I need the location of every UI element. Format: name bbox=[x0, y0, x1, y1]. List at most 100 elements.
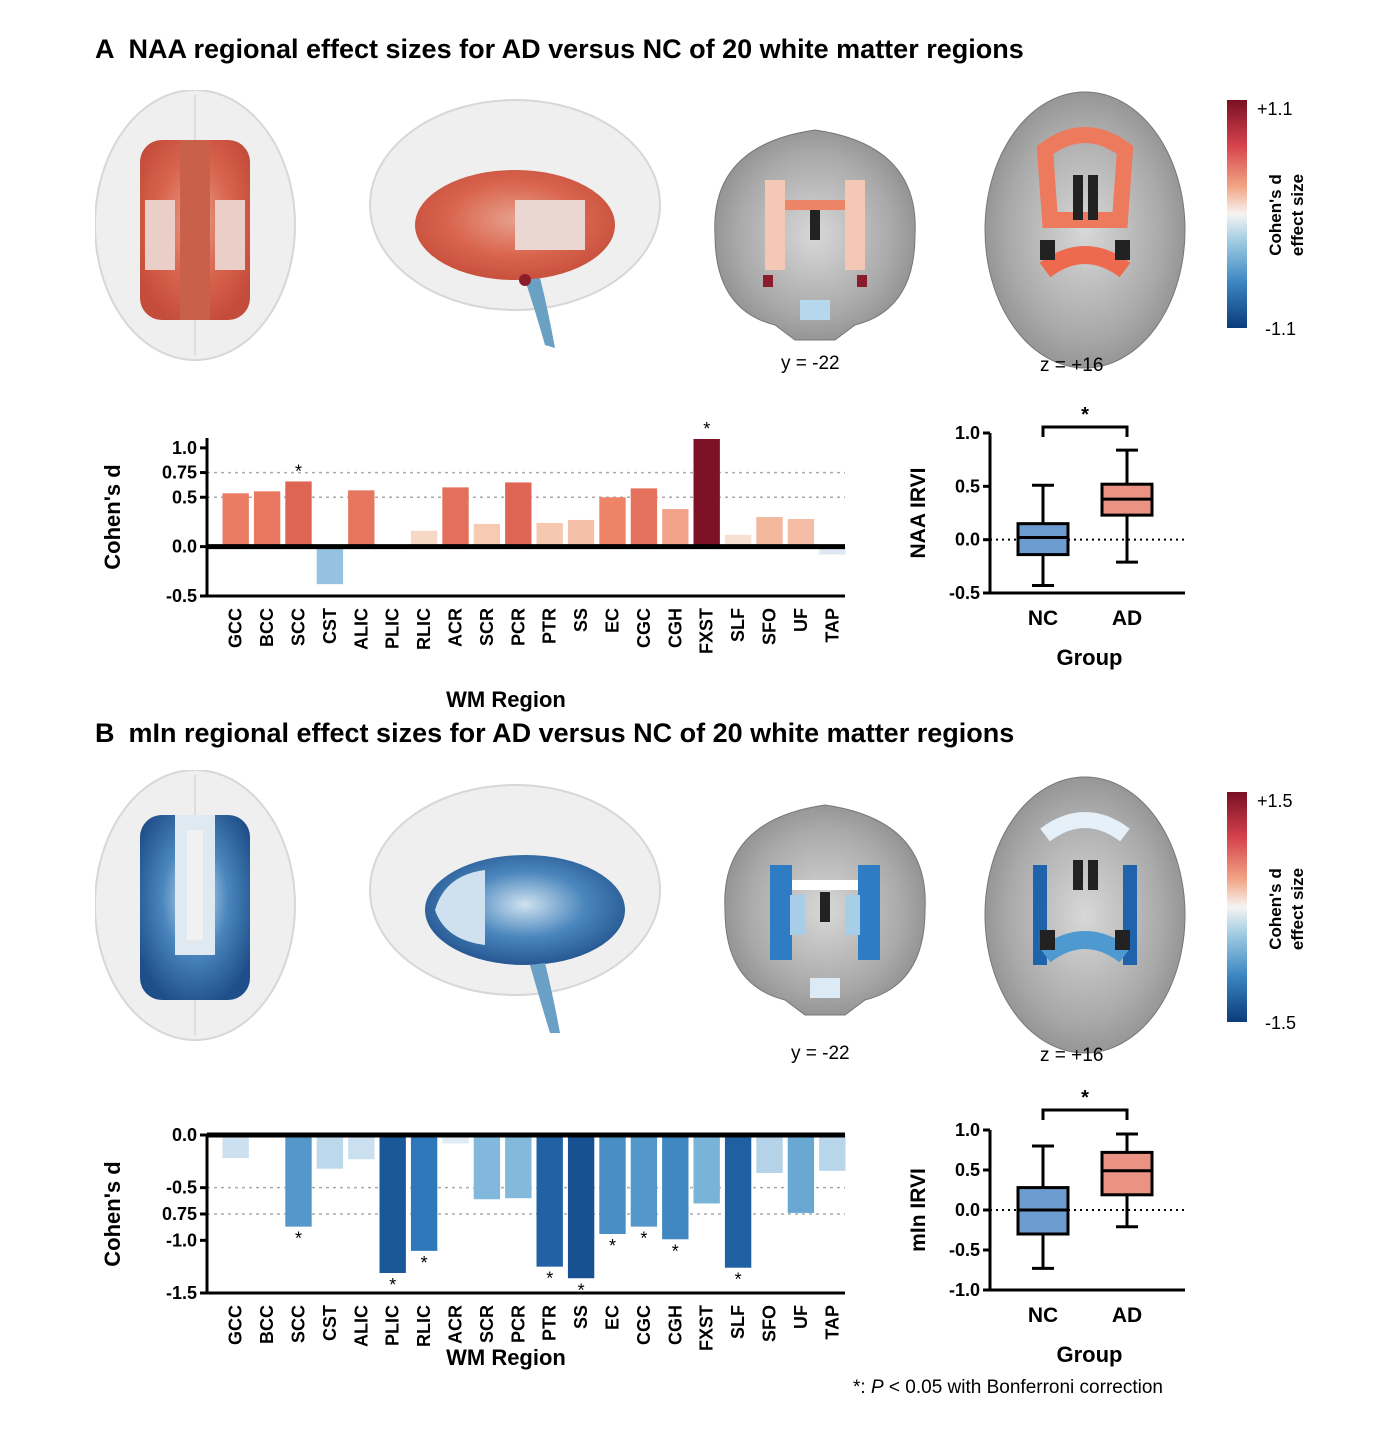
panel-b-brain-images bbox=[95, 770, 1186, 1054]
significance-star: * bbox=[389, 1275, 396, 1295]
panel-b-title-text: mIn regional effect sizes for AD versus … bbox=[128, 718, 1015, 748]
significance-bracket bbox=[1041, 1108, 1129, 1120]
y-tick-label: -0.5 bbox=[949, 583, 980, 603]
footnote-p: P bbox=[870, 1377, 884, 1398]
x-tick-SCR: SCR bbox=[477, 608, 497, 646]
x-tick-SFO: SFO bbox=[760, 1305, 780, 1342]
x-tick-NC: NC bbox=[1028, 1304, 1058, 1327]
panel-a-colorbar-max: +1.1 bbox=[1257, 99, 1293, 119]
bar-RLIC bbox=[410, 1135, 438, 1251]
x-axis-label: WM Region bbox=[446, 1345, 566, 1370]
significance-star: * bbox=[703, 419, 710, 439]
x-tick-ACR: ACR bbox=[446, 608, 466, 647]
x-tick-FXST: FXST bbox=[697, 608, 717, 654]
x-tick-NC: NC bbox=[1028, 607, 1058, 630]
bar-SCR bbox=[473, 523, 501, 547]
significance-star: * bbox=[609, 1236, 616, 1256]
significance-star: * bbox=[735, 1270, 742, 1290]
bar-EC bbox=[599, 1135, 626, 1235]
x-tick-SS: SS bbox=[571, 608, 591, 632]
panel-a-coronal-label: y = -22 bbox=[781, 353, 840, 374]
bar-CGH bbox=[662, 1135, 689, 1240]
bar-ACR bbox=[442, 487, 469, 547]
x-tick-EC: EC bbox=[603, 1305, 623, 1330]
bar-EC bbox=[599, 497, 626, 547]
x-tick-CST: CST bbox=[320, 1305, 340, 1341]
x-tick-EC: EC bbox=[603, 608, 623, 633]
panel-a-colorbar-title-2: effect size bbox=[1288, 174, 1307, 256]
panel-b-colorbar-min: -1.5 bbox=[1265, 1013, 1296, 1033]
significance-bracket bbox=[1041, 425, 1129, 437]
significance-star: * bbox=[295, 461, 302, 481]
bar-PCR bbox=[505, 482, 532, 547]
x-tick-ACR: ACR bbox=[446, 1305, 466, 1344]
bar-CST bbox=[316, 1135, 344, 1169]
x-tick-TAP: TAP bbox=[822, 1305, 842, 1340]
bar-UF bbox=[787, 1135, 815, 1213]
x-tick-SCR: SCR bbox=[477, 1305, 497, 1343]
x-tick-SLF: SLF bbox=[728, 1305, 748, 1339]
x-tick-GCC: GCC bbox=[226, 608, 246, 648]
bar-PTR bbox=[536, 1135, 563, 1267]
x-tick-SFO: SFO bbox=[760, 608, 780, 645]
bar-ACR bbox=[442, 1135, 469, 1144]
x-tick-PTR: PTR bbox=[540, 608, 560, 644]
bar-CGH bbox=[662, 509, 689, 547]
y-tick-label: 0.0 bbox=[955, 1200, 980, 1220]
panel-a-title-text: NAA regional effect sizes for AD versus … bbox=[128, 34, 1024, 64]
x-tick-SS: SS bbox=[571, 1305, 591, 1329]
x-tick-PTR: PTR bbox=[540, 1305, 560, 1341]
bar-BCC bbox=[253, 491, 281, 547]
panel-b-side-view bbox=[369, 784, 661, 1033]
panel-a-top-view bbox=[95, 90, 296, 361]
x-tick-BCC: BCC bbox=[257, 1305, 277, 1344]
panel-a-axial-label: z = +16 bbox=[1040, 355, 1104, 376]
y-axis-label: Cohen's d bbox=[100, 1161, 125, 1266]
y-tick-label: 0.0 bbox=[172, 537, 197, 557]
y-tick-label: 0.5 bbox=[955, 1160, 980, 1180]
significance-star: * bbox=[421, 1253, 428, 1273]
x-axis-label: Group bbox=[1057, 1342, 1123, 1367]
panel-b-coronal-slice bbox=[724, 804, 926, 1016]
min-box-chart: NC AD * 1.0 0.5 0.0 -0.5 -1.0 mIn IRVI Group bbox=[907, 1087, 1185, 1367]
y-tick-label: -0.5 bbox=[949, 1240, 980, 1260]
x-tick-SLF: SLF bbox=[728, 608, 748, 642]
x-axis-label: Group bbox=[1057, 645, 1123, 670]
bar-SLF bbox=[724, 534, 752, 547]
y-tick-label: 1.0 bbox=[172, 438, 197, 458]
footnote-rest: < 0.05 with Bonferroni correction bbox=[883, 1377, 1163, 1398]
x-tick-AD: AD bbox=[1112, 1304, 1142, 1327]
footnote: *: P < 0.05 with Bonferroni correction bbox=[853, 1377, 1163, 1399]
x-tick-BCC: BCC bbox=[257, 608, 277, 647]
bar-RLIC bbox=[410, 530, 438, 547]
y-tick-label: -1.5 bbox=[166, 1283, 197, 1303]
x-tick-GCC: GCC bbox=[226, 1305, 246, 1345]
bar-SS bbox=[567, 519, 595, 547]
panel-b-colorbar-max: +1.5 bbox=[1257, 791, 1293, 811]
bar-FXST bbox=[693, 438, 720, 547]
x-tick-PLIC: PLIC bbox=[383, 608, 403, 649]
bar-CST bbox=[316, 546, 344, 585]
bar-SS bbox=[567, 1135, 595, 1279]
y-axis-label: mIn IRVI bbox=[907, 1168, 930, 1252]
bar-SCR bbox=[473, 1135, 501, 1200]
x-tick-UF: UF bbox=[791, 1305, 811, 1329]
x-tick-PCR: PCR bbox=[508, 608, 528, 646]
significance-star: * bbox=[640, 1229, 647, 1249]
x-tick-TAP: TAP bbox=[822, 608, 842, 643]
bar-ALIC bbox=[348, 490, 375, 547]
significance-star: * bbox=[578, 1280, 585, 1300]
x-tick-CGH: CGH bbox=[665, 1305, 685, 1345]
y-tick-label: -1.0 bbox=[949, 1280, 980, 1300]
bar-ALIC bbox=[348, 1135, 375, 1160]
x-tick-RLIC: RLIC bbox=[414, 1305, 434, 1347]
bar-SCC bbox=[285, 481, 312, 547]
panel-a-coronal-slice bbox=[714, 129, 916, 341]
panel-b-colorbar-title-1: Cohen's d bbox=[1266, 868, 1285, 950]
panel-a-brain-images bbox=[95, 90, 1186, 369]
panel-b-coronal-label: y = -22 bbox=[791, 1043, 850, 1064]
significance-star: * bbox=[1081, 1087, 1089, 1109]
x-tick-ALIC: ALIC bbox=[351, 1305, 371, 1347]
naa-box-chart: NC AD * 1.0 0.5 0.0 -0.5 NAA IRVI Group bbox=[907, 404, 1185, 670]
